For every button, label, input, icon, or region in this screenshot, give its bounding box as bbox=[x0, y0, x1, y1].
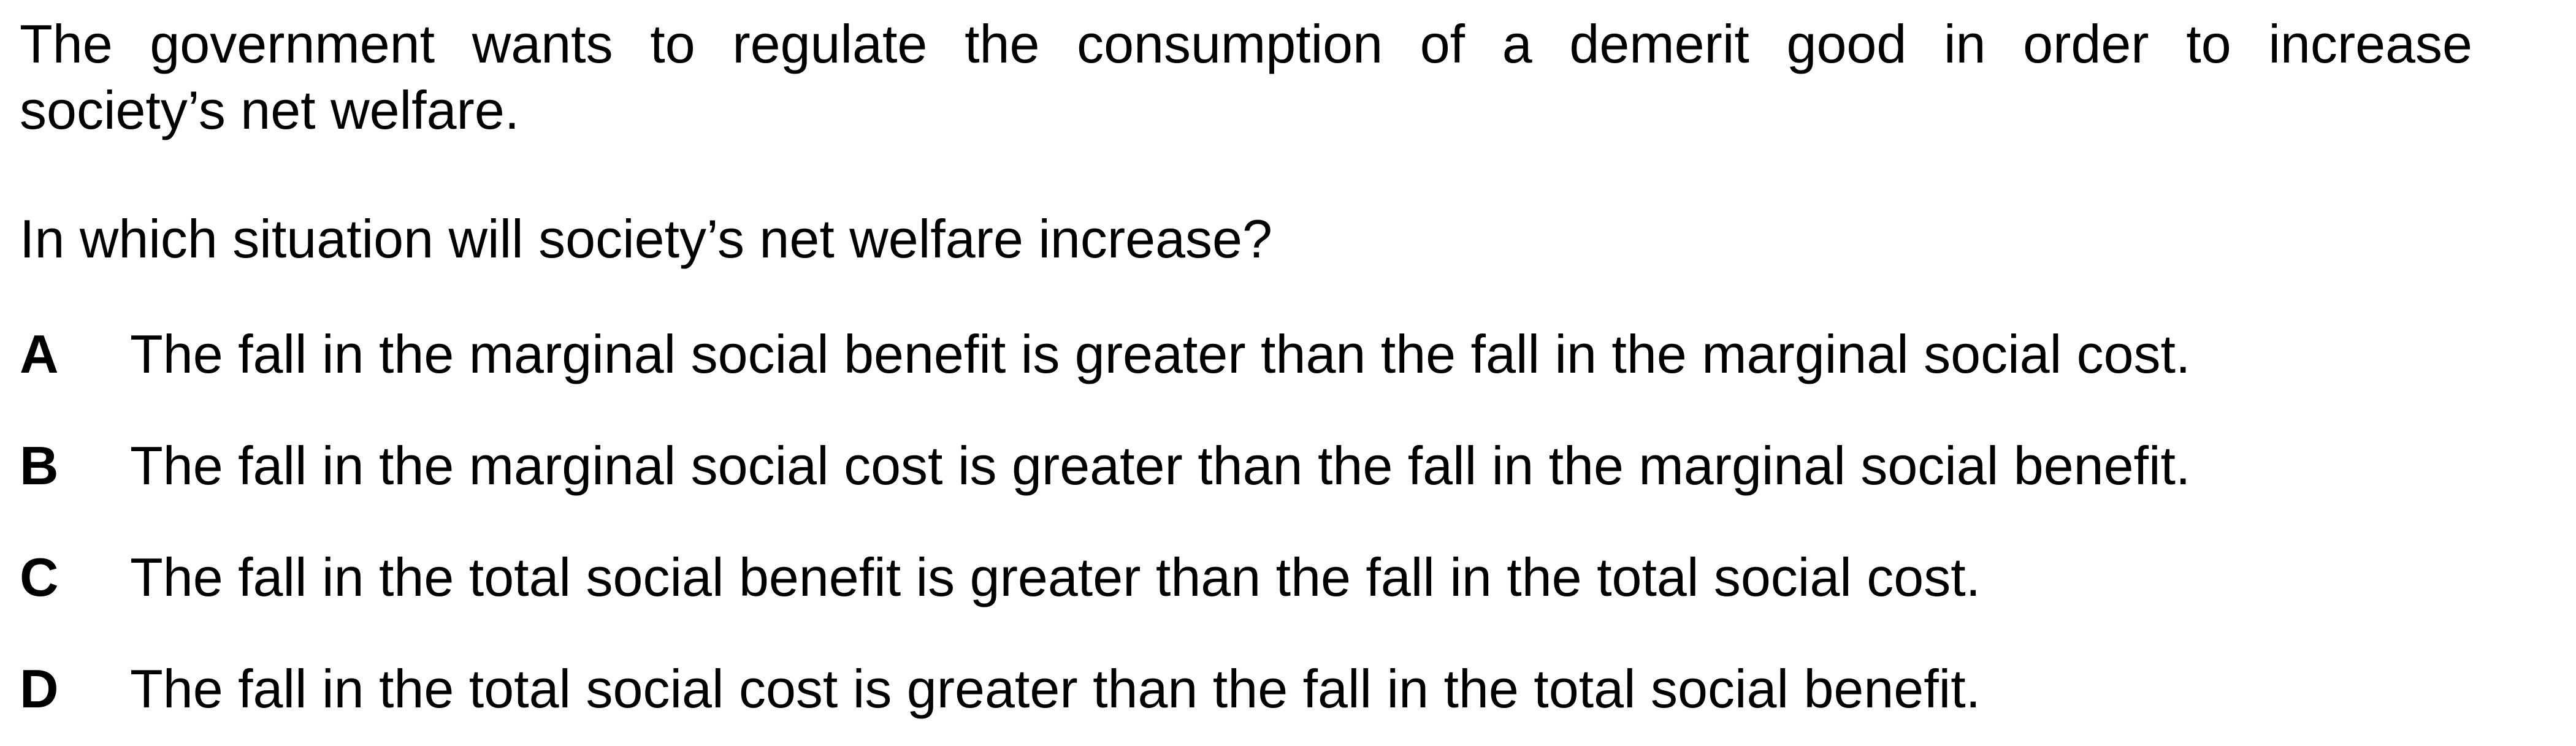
option-text-c: The fall in the total social benefit is … bbox=[130, 547, 1981, 607]
option-letter-c: C bbox=[20, 547, 59, 607]
option-text-b: The fall in the marginal social cost is … bbox=[130, 435, 2191, 496]
option-letter-b: B bbox=[20, 435, 59, 496]
option-letter-a: A bbox=[20, 324, 59, 384]
option-text-d: The fall in the total social cost is gre… bbox=[130, 658, 1981, 719]
question-prompt: In which situation will society’s net we… bbox=[20, 208, 1272, 269]
question-stem-line-1: The government wants to regulate the con… bbox=[20, 13, 2472, 74]
option-text-a: The fall in the marginal social benefit … bbox=[130, 324, 2191, 384]
question-stem-line-2: society’s net welfare. bbox=[20, 80, 520, 140]
option-letter-d: D bbox=[20, 658, 59, 719]
